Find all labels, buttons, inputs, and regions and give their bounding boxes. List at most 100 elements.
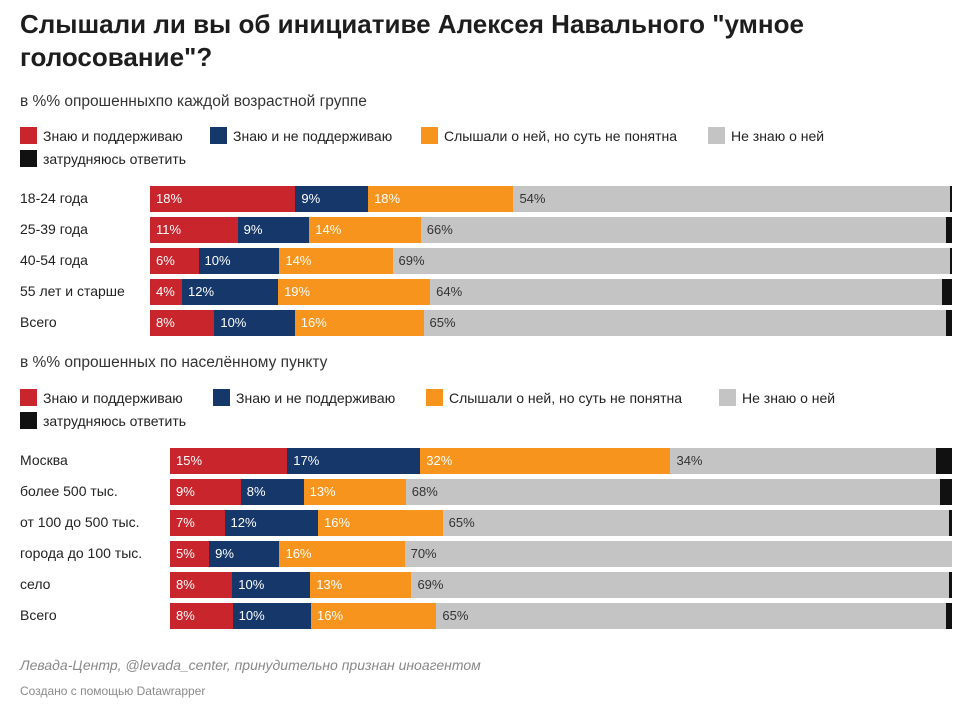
- bar-segment-not-support: 10%: [232, 603, 312, 629]
- legend-item-heard: Слышали о ней, но суть не понятна: [426, 389, 682, 406]
- legend-item-support: Знаю и поддерживаю: [20, 127, 183, 144]
- bar-segment-hard: [946, 217, 952, 243]
- bar-segment-support: 11%: [150, 217, 239, 243]
- bar-segment-not-support: 12%: [224, 510, 319, 536]
- bar-segment-heard: 14%: [309, 217, 422, 243]
- row-label: 55 лет и старше: [20, 283, 125, 299]
- bar-segment-hard: [948, 510, 952, 536]
- data-label: 17%: [293, 453, 320, 468]
- bar-segment-not-know: 66%: [420, 217, 948, 243]
- bar-segment-hard: [936, 448, 952, 474]
- bar-segment-heard: 16%: [311, 603, 437, 629]
- bar-segment-support: 8%: [150, 310, 215, 336]
- legend-item-not-support: Знаю и не поддерживаю: [213, 389, 395, 406]
- bar-segment-not-support: 9%: [295, 186, 369, 212]
- chart-1-subtitle: в %% опрошенныхпо каждой возрастной груп…: [20, 93, 367, 110]
- row-label: Всего: [20, 607, 57, 623]
- bar-segment-heard: 13%: [310, 572, 413, 598]
- legend-swatch-hard: [20, 412, 37, 429]
- data-label: 9%: [215, 546, 234, 561]
- data-label: 4%: [156, 284, 175, 299]
- bar-segment-not-know: 69%: [392, 248, 951, 274]
- bar-segment-heard: 16%: [294, 310, 425, 336]
- row-label: Всего: [20, 314, 57, 330]
- legend-swatch-not-support: [210, 127, 227, 144]
- data-label: 8%: [176, 577, 195, 592]
- bar-row: 11% 9% 14% 66%: [150, 217, 952, 243]
- row-label: Москва: [20, 452, 68, 468]
- data-label: 18%: [374, 191, 401, 206]
- data-label: 8%: [176, 608, 195, 623]
- data-label: 13%: [316, 577, 343, 592]
- bar-segment-hard: [946, 310, 952, 336]
- data-label: 8%: [156, 315, 175, 330]
- data-label: 5%: [176, 546, 195, 561]
- legend-label-support: Знаю и поддерживаю: [43, 127, 183, 144]
- data-label: 32%: [426, 453, 453, 468]
- bar-segment-not-support: 12%: [182, 279, 279, 305]
- bar-row: 5% 9% 16% 70%: [170, 541, 952, 567]
- legend-swatch-not-support: [213, 389, 230, 406]
- bar-segment-not-know: 69%: [411, 572, 950, 598]
- bar-segment-heard: 32%: [420, 448, 672, 474]
- data-label: 16%: [317, 608, 344, 623]
- data-label: 9%: [243, 222, 263, 237]
- legend-swatch-hard: [20, 150, 37, 167]
- chart-2-subtitle: в %% опрошенных по населённому пункту: [20, 354, 328, 371]
- bar-segment-not-support: 10%: [214, 310, 296, 336]
- bar-segment-support: 8%: [170, 572, 233, 598]
- data-label: 70%: [410, 546, 437, 561]
- bar-segment-support: 5%: [170, 541, 210, 567]
- bar-segment-not-know: 54%: [513, 186, 951, 212]
- bar-segment-heard: 16%: [317, 510, 444, 536]
- legend-item-heard: Слышали о ней, но суть не понятна: [421, 127, 677, 144]
- data-label: 54%: [519, 191, 546, 206]
- bar-segment-not-know: 64%: [430, 279, 943, 305]
- bar-row: 4% 12% 19% 64%: [150, 279, 952, 305]
- data-label: 65%: [448, 515, 475, 530]
- legend-item-not-know: Не знаю о ней: [708, 127, 824, 144]
- bar-row: 6% 10% 14% 69%: [150, 248, 952, 274]
- data-label: 65%: [442, 608, 469, 623]
- bar-row: 15% 17% 32% 34%: [170, 448, 952, 474]
- bar-row: 8% 10% 13% 69%: [170, 572, 952, 598]
- bar-segment-not-know: 70%: [404, 541, 952, 567]
- bar-segment-not-know: 68%: [405, 479, 941, 505]
- bar-row: 7% 12% 16% 65%: [170, 510, 952, 536]
- row-label: село: [20, 576, 51, 592]
- data-label: 10%: [238, 577, 265, 592]
- legend-label-not-know: Не знаю о ней: [731, 127, 825, 144]
- data-label: 18%: [156, 191, 183, 206]
- data-label: 12%: [230, 515, 257, 530]
- bar-segment-heard: 13%: [303, 479, 407, 505]
- data-label: 14%: [285, 253, 312, 268]
- bar-segment-not-support: 10%: [198, 248, 280, 274]
- data-label: 14%: [315, 222, 342, 237]
- source-note: Левада-Центр, @levada_center, принудител…: [20, 657, 481, 673]
- bar-segment-hard: [942, 279, 952, 305]
- bar-segment-support: 8%: [170, 603, 234, 629]
- legend-swatch-support: [20, 127, 37, 144]
- legend-label-hard: затрудняюсь ответить: [43, 412, 187, 429]
- bar-segment-heard: 19%: [278, 279, 431, 305]
- credit-note: Создано с помощью Datawrapper: [20, 684, 206, 698]
- bar-segment-not-support: 9%: [209, 541, 281, 567]
- row-label: 25-39 года: [20, 221, 88, 237]
- data-label: 64%: [436, 284, 463, 299]
- bar-segment-not-support: 10%: [232, 572, 311, 598]
- bar-segment-not-know: 65%: [436, 603, 947, 629]
- legend-swatch-heard: [421, 127, 438, 144]
- data-label: 11%: [156, 222, 182, 237]
- data-label: 13%: [309, 484, 336, 499]
- bar-segment-hard: [949, 186, 952, 212]
- bar-segment-support: 15%: [170, 448, 288, 474]
- data-label: 19%: [284, 284, 311, 299]
- data-label: 6%: [156, 253, 175, 268]
- legend-item-hard: затрудняюсь ответить: [20, 150, 186, 167]
- data-label: 12%: [188, 284, 215, 299]
- row-label: от 100 до 500 тыс.: [20, 514, 140, 530]
- data-label: 16%: [323, 515, 351, 530]
- data-label: 8%: [246, 484, 266, 499]
- legend-item-support: Знаю и поддерживаю: [20, 389, 183, 406]
- legend-item-not-know: Не знаю о ней: [719, 389, 835, 406]
